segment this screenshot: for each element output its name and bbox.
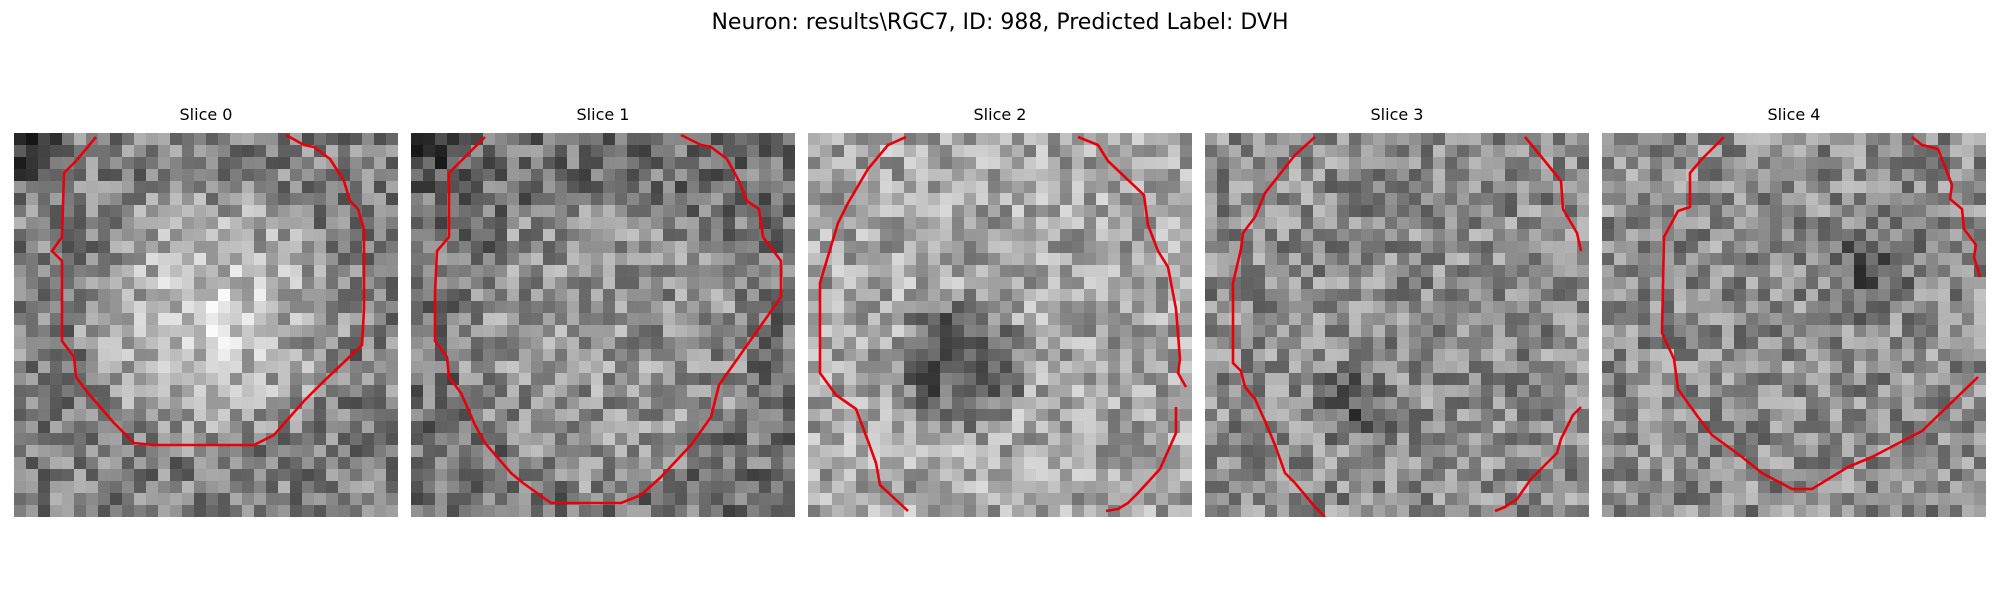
roi-contour-line	[1660, 136, 1979, 491]
roi-contour-line	[1524, 136, 1583, 252]
slice-image-2	[808, 133, 1192, 517]
roi-contour-line	[1105, 407, 1178, 513]
slice-title-3: Slice 3	[1370, 105, 1424, 124]
roi-contour-line	[433, 133, 783, 505]
roi-contour-line	[1494, 406, 1582, 513]
slice-title-0: Slice 0	[179, 105, 233, 124]
grayscale-pixel-grid	[1602, 133, 1986, 517]
slice-image-3	[1205, 133, 1589, 517]
slice-title-2: Slice 2	[973, 105, 1027, 124]
grayscale-pixel-grid	[808, 133, 1192, 517]
roi-contour-line	[1911, 135, 1982, 278]
slice-title-1: Slice 1	[576, 105, 630, 124]
grayscale-pixel-grid	[411, 133, 795, 517]
roi-contour-line	[818, 135, 909, 512]
roi-contour-line	[50, 133, 366, 447]
roi-contour-line	[1231, 136, 1326, 517]
slice-image-1	[411, 133, 795, 517]
slice-title-4: Slice 4	[1767, 105, 1821, 124]
slice-image-0	[14, 133, 398, 517]
slice-image-4	[1602, 133, 1986, 517]
grayscale-pixel-grid	[1205, 133, 1589, 517]
grayscale-pixel-grid	[14, 133, 398, 517]
roi-contour-line	[1077, 135, 1188, 388]
figure-title: Neuron: results\RGC7, ID: 988, Predicted…	[711, 10, 1289, 35]
